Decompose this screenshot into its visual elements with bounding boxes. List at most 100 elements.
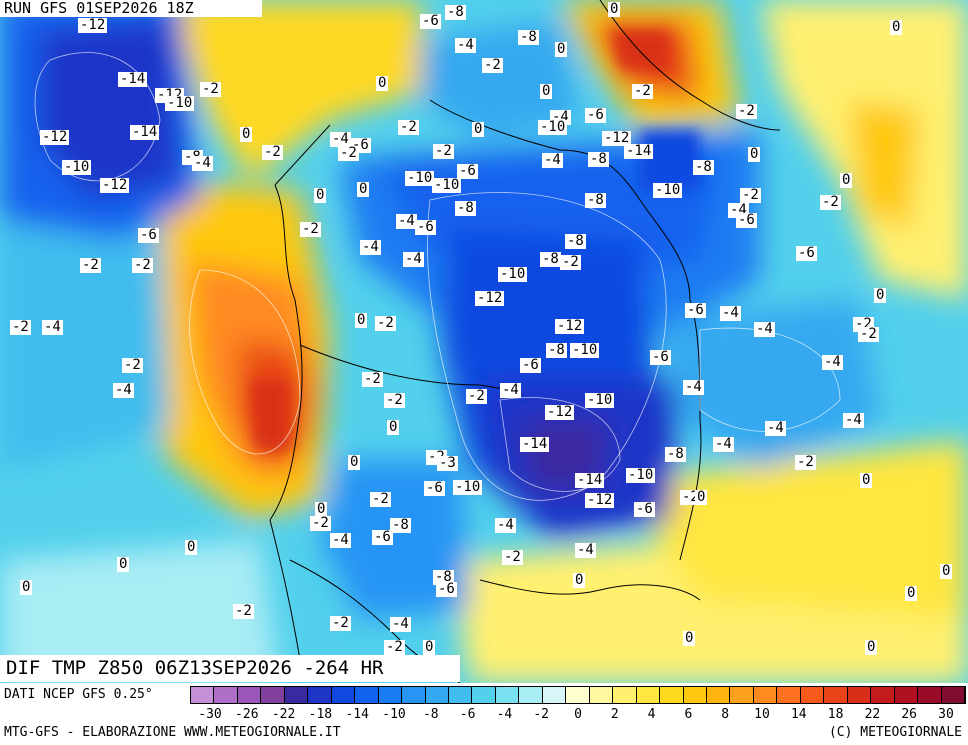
color-swatch [284, 687, 309, 703]
contour-value-label: -14 [624, 143, 654, 159]
contour-value-label: 0 [472, 121, 485, 137]
contour-value-label: -2 [433, 143, 454, 159]
color-swatch [261, 687, 285, 703]
color-swatch [331, 687, 356, 703]
map-field [0, 0, 968, 683]
color-swatch [402, 687, 426, 703]
color-swatch [847, 687, 872, 703]
contour-value-label: -6 [372, 529, 393, 545]
scale-tick-label: -4 [496, 707, 513, 722]
contour-value-label: -10 [626, 467, 656, 483]
scale-tick-label: -22 [271, 707, 296, 722]
contour-value-label: 0 [905, 585, 918, 601]
contour-value-label: -4 [720, 305, 741, 321]
color-swatch [495, 687, 520, 703]
contour-value-label: 0 [940, 563, 953, 579]
scale-tick-label: 26 [901, 707, 918, 722]
contour-value-label: -2 [560, 254, 581, 270]
contour-value-label: -6 [415, 219, 436, 235]
scale-tick-label: -8 [422, 707, 439, 722]
contour-value-label: -2 [736, 103, 757, 119]
color-swatch [355, 687, 379, 703]
contour-value-label: -4 [42, 319, 63, 335]
contour-value-label: 0 [540, 83, 553, 99]
contour-value-label: 0 [683, 630, 696, 646]
contour-value-label: -12 [545, 404, 575, 420]
contour-value-label: -2 [262, 144, 283, 160]
contour-value-label: 0 [348, 454, 361, 470]
contour-value-label: -6 [796, 245, 817, 261]
color-swatch [589, 687, 614, 703]
contour-value-label: -2 [482, 57, 503, 73]
contour-value-label: -2 [820, 194, 841, 210]
contour-value-label: -12 [602, 130, 632, 146]
credit-text: MTG-GFS - ELABORAZIONE WWW.METEOGIORNALE… [4, 725, 341, 740]
contour-value-label: -10 [585, 392, 615, 408]
color-swatch [918, 687, 942, 703]
contour-value-label: -10 [62, 159, 92, 175]
contour-value-label: -4 [495, 517, 516, 533]
contour-value-label: -12 [555, 318, 585, 334]
scale-tick-label: 0 [574, 707, 582, 722]
contour-value-label: -8 [540, 251, 561, 267]
color-swatch [448, 687, 473, 703]
contour-value-label: 0 [573, 572, 586, 588]
scale-tick-label: 8 [721, 707, 730, 722]
contour-value-label: -4 [396, 213, 417, 229]
contour-value-label: -10 [405, 170, 435, 186]
color-swatch [472, 687, 496, 703]
color-swatch [730, 687, 754, 703]
color-swatch [636, 687, 661, 703]
scale-tick-label: -6 [459, 707, 476, 722]
contour-value-label: -8 [518, 29, 539, 45]
scale-tick-label: -10 [382, 707, 406, 722]
contour-value-label: -10 [432, 177, 462, 193]
scale-tick-label: -2 [533, 707, 550, 722]
contour-value-label: -10 [165, 95, 195, 111]
contour-value-label: -6 [424, 480, 445, 496]
contour-value-label: 0 [314, 187, 327, 203]
contour-value-label: 0 [20, 579, 33, 595]
contour-value-label: -2 [338, 145, 359, 161]
contour-value-label: -4 [822, 354, 843, 370]
contour-value-label: -2 [362, 371, 383, 387]
contour-value-label: -6 [685, 302, 706, 318]
contour-value-label: -2 [398, 119, 419, 135]
color-swatch [519, 687, 543, 703]
contour-value-label: -2 [502, 549, 523, 565]
scale-tick-label: -18 [308, 707, 333, 722]
color-scale [190, 686, 966, 704]
contour-value-label: -8 [390, 517, 411, 533]
scale-tick-label: 14 [790, 707, 807, 722]
contour-value-label: 0 [748, 146, 761, 162]
contour-value-label: 0 [555, 41, 568, 57]
scale-tick-label: 30 [938, 707, 954, 722]
contour-value-label: -4 [455, 37, 476, 53]
coastlines [269, 0, 781, 683]
contour-value-label: 0 [185, 539, 198, 555]
color-swatch [191, 687, 215, 703]
contour-value-label: -4 [713, 436, 734, 452]
contour-value-label: -2 [384, 392, 405, 408]
contour-value-label: -2 [10, 319, 31, 335]
color-swatch [566, 687, 590, 703]
contour-value-label: 0 [874, 287, 887, 303]
contour-value-label: -12 [78, 17, 108, 33]
contour-value-label: -4 [403, 251, 424, 267]
color-swatch [613, 687, 637, 703]
contour-value-label: -2 [375, 315, 396, 331]
contour-value-label: 0 [387, 419, 400, 435]
contour-value-label: -6 [436, 581, 457, 597]
contour-value-label: -2 [384, 639, 405, 655]
contour-value-label: -2 [132, 257, 153, 273]
temperature-anomaly-map: -12 -8 -6 -4 -8 0 -2 0 0 -14 -12 -10 -2 0 0 -2 0 -2 -12 -14… [0, 0, 968, 683]
contour-value-label: -10 [653, 182, 683, 198]
contour-value-label: 0 [315, 501, 328, 517]
copyright-text: (C) METEOGIORNALE [828, 725, 962, 740]
contour-value-label: -2 [632, 83, 653, 99]
contour-value-label: 0 [865, 639, 878, 655]
color-swatch [214, 687, 238, 703]
contour-value-label: -6 [650, 349, 671, 365]
contour-value-label: 0 [240, 126, 253, 142]
color-swatch [706, 687, 731, 703]
